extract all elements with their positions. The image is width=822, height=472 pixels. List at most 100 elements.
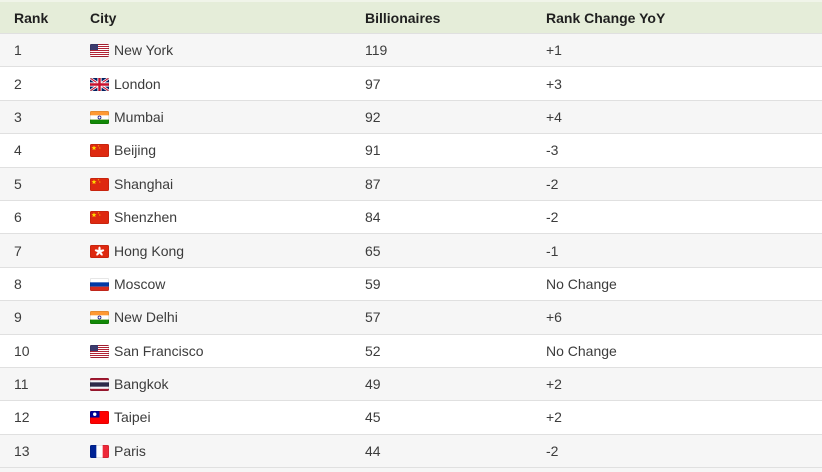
city-label: Paris: [114, 442, 146, 459]
flag-gb-icon: [90, 77, 109, 91]
table-row: 13 Paris 44 -2: [0, 433, 822, 468]
city-label: Shanghai: [114, 175, 174, 192]
rank-cell: 4: [0, 133, 76, 168]
billionaires-cell: 57: [351, 300, 532, 335]
table-row: 6 Shenzhen 84 -2: [0, 199, 822, 234]
city-label: London: [114, 75, 161, 92]
city-label: Hong Kong: [114, 242, 185, 259]
table-row: 9 New Delhi 57 +6: [0, 300, 822, 335]
change-cell: +6: [532, 300, 822, 335]
city-label: Beijing: [114, 142, 157, 159]
city-cell: Shanghai: [76, 166, 351, 201]
column-header-billionaires: Billionaires: [351, 0, 532, 34]
table-row: 4 Beijing 91 -3: [0, 133, 822, 168]
table-body: 1 New York 119 +1 2 London 97 +3 3: [0, 32, 822, 468]
partial-next-row: [0, 467, 822, 472]
rank-cell: 2: [0, 66, 76, 101]
city-cell: Shenzhen: [76, 199, 351, 234]
billionaires-cell: 44: [351, 433, 532, 468]
flag-in-icon: [90, 110, 109, 124]
table-row: 7 Hong Kong 65 -1: [0, 233, 822, 268]
flag-ru-icon: [90, 277, 109, 291]
billionaires-cell: 49: [351, 366, 532, 401]
table-row: 5 Shanghai 87 -2: [0, 166, 822, 201]
flag-us-icon: [90, 344, 109, 358]
billionaires-cell: 91: [351, 133, 532, 168]
column-header-rank: Rank: [0, 0, 76, 34]
change-cell: +1: [532, 32, 822, 67]
city-cell: Taipei: [76, 400, 351, 435]
billionaires-cell: 87: [351, 166, 532, 201]
rank-cell: 6: [0, 199, 76, 234]
city-label: Taipei: [114, 409, 151, 426]
change-cell: -3: [532, 133, 822, 168]
flag-th-icon: [90, 378, 109, 392]
flag-cn-icon: [90, 144, 109, 158]
city-label: Mumbai: [114, 108, 164, 125]
flag-us-icon: [90, 44, 109, 58]
city-cell: Moscow: [76, 266, 351, 301]
rank-cell: 8: [0, 266, 76, 301]
table-row: 12 Taipei 45 +2: [0, 400, 822, 435]
city-label: San Francisco: [114, 342, 204, 359]
rank-cell: 13: [0, 433, 76, 468]
change-cell: -2: [532, 433, 822, 468]
billionaires-cell: 59: [351, 266, 532, 301]
change-cell: +2: [532, 366, 822, 401]
city-label: Bangkok: [114, 376, 169, 393]
rank-cell: 12: [0, 400, 76, 435]
city-cell: Hong Kong: [76, 233, 351, 268]
rank-cell: 9: [0, 300, 76, 335]
flag-in-icon: [90, 311, 109, 325]
change-cell: -1: [532, 233, 822, 268]
rank-cell: 5: [0, 166, 76, 201]
change-cell: +3: [532, 66, 822, 101]
billionaires-cell: 119: [351, 32, 532, 67]
billionaires-cell: 52: [351, 333, 532, 368]
billionaires-cell: 45: [351, 400, 532, 435]
table-row: 11 Bangkok 49 +2: [0, 366, 822, 401]
flag-cn-icon: [90, 177, 109, 191]
change-cell: +2: [532, 400, 822, 435]
rank-cell: 3: [0, 99, 76, 134]
table-row: 3 Mumbai 92 +4: [0, 99, 822, 134]
billionaires-cell: 84: [351, 199, 532, 234]
city-label: New York: [114, 42, 174, 59]
billionaires-cell: 65: [351, 233, 532, 268]
city-cell: New York: [76, 32, 351, 67]
change-cell: No Change: [532, 266, 822, 301]
city-cell: London: [76, 66, 351, 101]
city-cell: Beijing: [76, 133, 351, 168]
column-header-city: City: [76, 0, 351, 34]
flag-cn-icon: [90, 211, 109, 225]
flag-hk-icon: [90, 244, 109, 258]
city-cell: Paris: [76, 433, 351, 468]
rank-cell: 11: [0, 366, 76, 401]
city-label: Shenzhen: [114, 209, 178, 226]
change-cell: -2: [532, 199, 822, 234]
billionaires-cell: 97: [351, 66, 532, 101]
table-row: 2 London 97 +3: [0, 66, 822, 101]
city-cell: New Delhi: [76, 300, 351, 335]
table-row: 8 Moscow 59 No Change: [0, 266, 822, 301]
rank-cell: 7: [0, 233, 76, 268]
table-row: 10 San Francisco 52 No Change: [0, 333, 822, 368]
table-header: Rank City Billionaires Rank Change YoY: [0, 0, 822, 34]
change-cell: No Change: [532, 333, 822, 368]
table-row: 1 New York 119 +1: [0, 32, 822, 67]
city-cell: Mumbai: [76, 99, 351, 134]
city-label: Moscow: [114, 275, 166, 292]
city-label: New Delhi: [114, 309, 178, 326]
flag-tw-icon: [90, 411, 109, 425]
rank-cell: 10: [0, 333, 76, 368]
change-cell: +4: [532, 99, 822, 134]
billionaires-cell: 92: [351, 99, 532, 134]
column-header-rank-change: Rank Change YoY: [532, 0, 822, 34]
city-cell: Bangkok: [76, 366, 351, 401]
flag-fr-icon: [90, 444, 109, 458]
change-cell: -2: [532, 166, 822, 201]
header-row: Rank City Billionaires Rank Change YoY: [0, 0, 822, 34]
rank-cell: 1: [0, 32, 76, 67]
